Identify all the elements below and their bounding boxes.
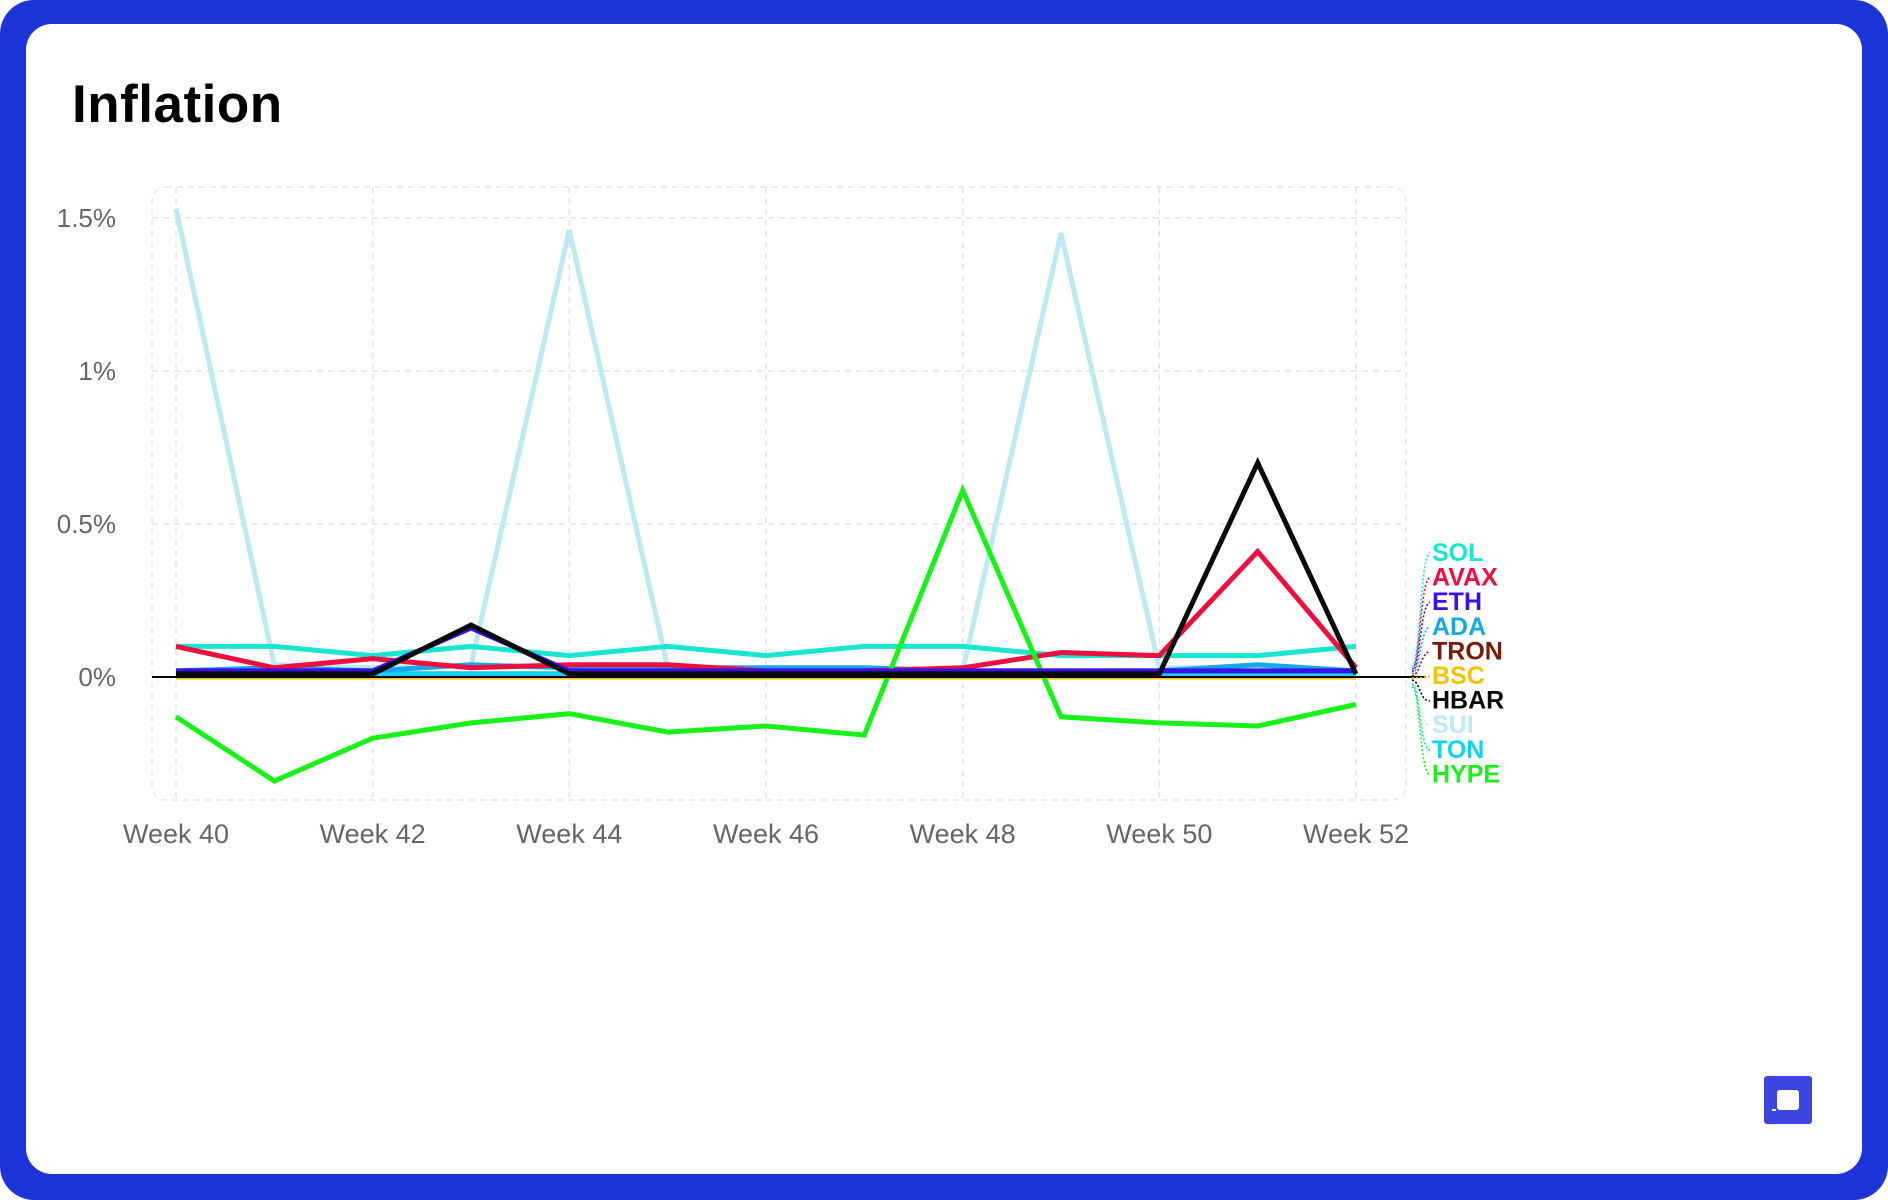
legend-label-hbar: HBAR (1432, 687, 1504, 715)
legend-label-avax: AVAX (1432, 564, 1498, 592)
chat-button[interactable] (1764, 1076, 1812, 1124)
x-tick-label: Week 48 (910, 819, 1016, 849)
legend-label-bsc: BSC (1432, 662, 1485, 690)
legend-leader-sol (1411, 552, 1431, 668)
series-line-hbar (176, 456, 1359, 677)
legend-label-eth: ETH (1432, 588, 1482, 616)
y-tick-label: 1% (78, 356, 116, 386)
x-tick-label: Week 50 (1106, 819, 1212, 849)
legend-leader-hype (1411, 686, 1431, 776)
legend-leader-ada (1411, 626, 1431, 675)
legend-label-sol: SOL (1432, 539, 1483, 567)
x-tick-label: Week 52 (1303, 819, 1409, 849)
legend-leader-avax (1411, 576, 1431, 670)
plot-area-border (151, 186, 1407, 801)
legend-leader-hbar (1411, 679, 1431, 702)
chart-title: Inflation (72, 75, 283, 134)
legend-leader-eth (1411, 601, 1431, 673)
y-tick-label: 0.5% (57, 509, 116, 539)
series-line-hype (174, 483, 1357, 784)
line-chart: 0% 0.5% 1% 1.5% Week 40 Week 42 Week 44 Week 46… (57, 186, 1504, 849)
legend-leader-tron (1411, 650, 1431, 677)
x-tick-label: Week 40 (123, 819, 229, 849)
x-tick-label: Week 46 (713, 819, 819, 849)
x-tick-label: Week 44 (516, 819, 622, 849)
legend-leader-sui (1411, 681, 1431, 726)
x-tick-label: Week 42 (320, 819, 426, 849)
legend-label-ada: ADA (1432, 613, 1486, 641)
legend-label-hype: HYPE (1432, 760, 1500, 788)
legend-leader-bsc (1411, 675, 1431, 679)
legend-label-tron: TRON (1432, 637, 1503, 665)
legend-label-sui: SUI (1432, 711, 1474, 739)
y-tick-label: 1.5% (57, 203, 116, 233)
legend-label-ton: TON (1432, 736, 1484, 764)
chat-icon (1772, 1090, 1799, 1111)
y-tick-label: 0% (78, 662, 116, 692)
chart-card: Inflation 0% 0.5% 1% 1.5% Week 40 Week 42 Week… (26, 24, 1862, 1174)
